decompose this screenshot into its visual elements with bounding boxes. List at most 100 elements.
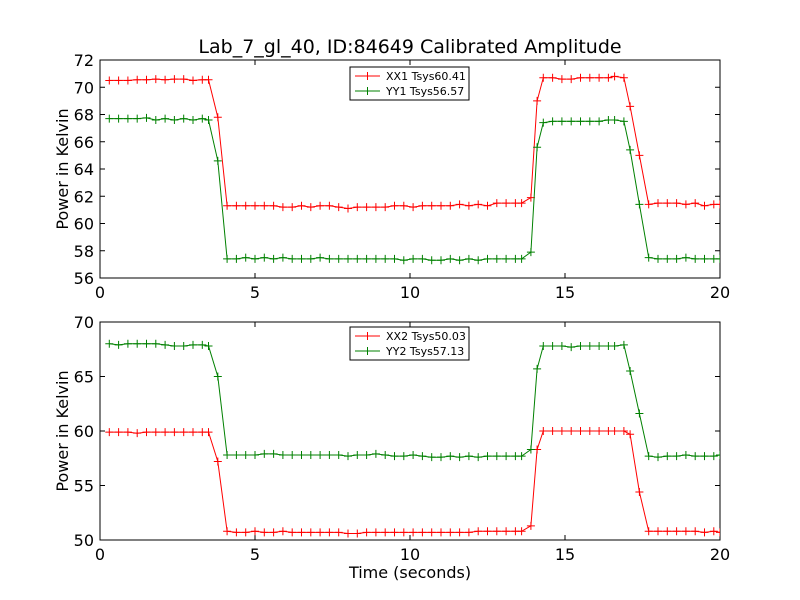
data-point (371, 449, 380, 458)
data-point (502, 527, 511, 536)
data-point (427, 528, 436, 537)
data-point (604, 73, 613, 82)
data-point (610, 72, 619, 81)
x-tick-label: 5 (250, 545, 260, 564)
data-point (474, 200, 483, 209)
y-tick-label: 60 (74, 215, 94, 234)
data-point (672, 254, 681, 263)
data-point (105, 76, 114, 85)
data-point (437, 256, 445, 265)
data-point (585, 117, 594, 126)
data-point (189, 428, 197, 437)
x-tick-label: 20 (710, 283, 730, 302)
data-point (576, 341, 585, 350)
data-point (170, 75, 179, 84)
data-point (381, 450, 390, 459)
data-point (251, 527, 259, 536)
data-point (390, 201, 399, 210)
data-point (232, 450, 241, 459)
data-point (306, 528, 315, 537)
chart-title: Lab_7_gl_40, ID:84649 Calibrated Amplitu… (198, 36, 621, 58)
data-point (353, 254, 362, 263)
data-point (316, 528, 325, 537)
data-point (344, 204, 352, 213)
legend: XX1 Tsys60.41 YY1 Tsys56.57 (349, 66, 470, 101)
legend: XX2 Tsys50.03 YY2 Tsys57.13 (349, 326, 470, 361)
data-point (576, 427, 585, 435)
legend-box (349, 326, 470, 361)
data-point (691, 452, 700, 461)
data-point (241, 201, 250, 210)
y-axis-label: Power in Kelvin (53, 370, 72, 491)
data-point (539, 341, 548, 350)
data-point (526, 248, 535, 257)
data-point (700, 201, 709, 210)
legend-marker (363, 87, 372, 95)
data-point (474, 453, 483, 462)
data-point (539, 427, 548, 435)
legend-label: YY2 Tsys57.13 (385, 345, 464, 358)
y-tick-label: 58 (74, 242, 94, 261)
data-point (644, 452, 653, 461)
data-point (526, 521, 535, 530)
data-point (123, 114, 132, 123)
data-point (517, 527, 526, 536)
data-point (269, 528, 278, 537)
data-point (278, 527, 287, 536)
data-point (474, 527, 483, 536)
data-point (492, 527, 501, 536)
data-point (567, 75, 576, 84)
data-point (557, 117, 566, 126)
data-point (619, 340, 628, 349)
data-point (334, 254, 343, 263)
data-point (446, 201, 455, 210)
data-point (716, 450, 720, 459)
data-point (161, 114, 170, 123)
y-tick-label: 68 (74, 106, 94, 125)
data-point (204, 341, 213, 350)
data-point (464, 452, 473, 461)
data-point (483, 452, 492, 461)
data-point (306, 254, 315, 263)
data-point (492, 254, 501, 263)
data-point (483, 527, 492, 536)
data-point (418, 201, 427, 210)
data-point (241, 450, 250, 459)
x-tick-label: 15 (555, 283, 575, 302)
data-point (644, 527, 653, 536)
data-point (474, 256, 483, 265)
data-point (133, 75, 142, 84)
data-point (241, 253, 250, 262)
data-point (133, 114, 142, 123)
data-point (151, 115, 160, 124)
data-point (213, 372, 222, 381)
data-point (517, 199, 526, 208)
x-tick-label: 15 (555, 545, 575, 564)
data-point (297, 450, 306, 459)
data-point (142, 339, 151, 348)
x-tick-label: 0 (95, 283, 105, 302)
data-point (446, 254, 455, 263)
data-point (483, 254, 492, 263)
data-point (626, 430, 635, 439)
data-point (548, 427, 557, 435)
data-point (278, 203, 287, 212)
y-tick-label: 66 (74, 133, 94, 152)
data-point (483, 201, 492, 210)
data-point (390, 452, 399, 461)
data-point (635, 151, 644, 160)
data-point (260, 528, 269, 537)
data-point (619, 73, 628, 82)
data-point (654, 453, 662, 462)
data-point (464, 201, 473, 210)
data-point (595, 427, 604, 435)
data-point (213, 113, 222, 122)
data-point (251, 450, 259, 459)
x-tick-label: 20 (710, 545, 730, 564)
data-point (418, 254, 427, 263)
data-point (142, 113, 151, 122)
data-point (223, 201, 232, 210)
data-point (297, 254, 306, 263)
data-point (595, 341, 604, 350)
data-point (626, 102, 635, 111)
